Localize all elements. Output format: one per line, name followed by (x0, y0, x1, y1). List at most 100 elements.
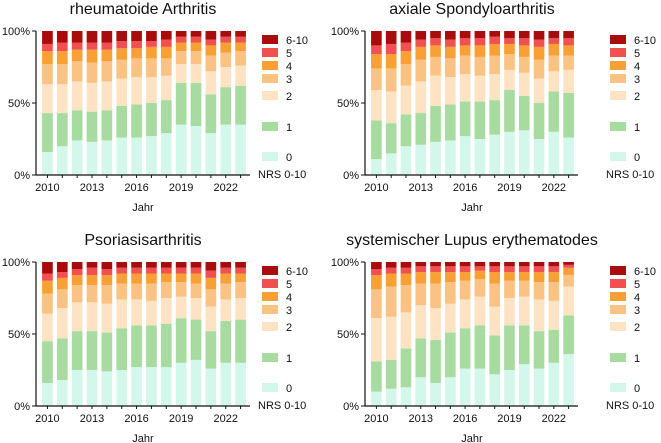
bar-segment-2012-5 (400, 267, 412, 274)
bar-segment-2022-1 (220, 87, 232, 125)
bar-segment-2014-0 (101, 140, 113, 175)
bar-segment-2012-3 (71, 285, 83, 303)
bar-segment-2020-5 (190, 36, 202, 43)
bar-segment-2020-6-10 (190, 262, 202, 268)
bar-segment-2016-3 (459, 55, 471, 75)
bar-segment-2014-4 (430, 45, 441, 57)
bar-segment-2018-3 (489, 283, 501, 307)
bar-segment-2021-0 (205, 368, 217, 406)
bar-segment-2012-2 (71, 302, 83, 332)
bar-segment-2018-1 (160, 100, 172, 134)
bar-segment-2020-4 (190, 42, 202, 52)
bar-segment-2012-5 (71, 42, 83, 50)
y-tick-label: 100% (2, 26, 30, 38)
bar-segment-2021-5 (205, 270, 217, 278)
bar-segment-2013-3 (86, 62, 98, 83)
bar-segment-2021-0 (533, 139, 545, 175)
bar-segment-2021-4 (205, 45, 217, 56)
bar-segment-2018-4 (160, 46, 172, 59)
bar-segment-2023-0 (235, 362, 246, 406)
y-tick-label: 0% (343, 170, 359, 182)
bar-segment-2023-6-10 (563, 262, 574, 265)
legend-swatch (262, 74, 278, 83)
bar-segment-2015-5 (445, 39, 456, 47)
bar-segment-2016-4 (459, 45, 471, 56)
bar-segment-2016-3 (131, 283, 142, 300)
x-tick-label: 2022 (542, 413, 566, 425)
legend-swatch (610, 305, 626, 314)
bar-segment-2017-4 (146, 46, 157, 59)
bar-segment-2011-4 (56, 277, 68, 290)
bar-segment-2020-2 (190, 64, 202, 83)
legend-swatch (610, 48, 626, 57)
bar-segment-2016-3 (131, 58, 142, 78)
bar-segment-2010-3 (371, 289, 382, 319)
bar-segment-2011-6-10 (385, 31, 397, 44)
bar-segment-2019-4 (504, 43, 515, 55)
bar-segment-2018-2 (489, 306, 501, 336)
x-axis-label: Jahr (461, 202, 483, 214)
bar-segment-2015-4 (116, 273, 128, 284)
bar-segment-2023-4 (235, 42, 246, 52)
bar-segment-2015-0 (116, 137, 128, 175)
bar-segment-2019-0 (175, 124, 187, 175)
bar-segment-2014-4 (430, 272, 441, 284)
bar-segment-2022-6-10 (548, 31, 560, 39)
bar-segment-2023-4 (235, 273, 246, 283)
legend-swatch (610, 91, 626, 100)
bar-segment-2014-5 (430, 266, 441, 273)
legend-label: 2 (286, 91, 292, 103)
bar-segment-2010-6-10 (371, 31, 382, 46)
bar-segment-2019-0 (504, 370, 515, 406)
legend-swatch (610, 122, 626, 131)
bar-segment-2010-4 (42, 51, 53, 65)
bar-segment-2017-0 (474, 139, 486, 175)
bar-segment-2015-5 (116, 41, 128, 49)
bar-segment-2014-0 (101, 371, 113, 406)
bar-segment-2020-5 (518, 266, 530, 273)
bar-segment-2017-6-10 (474, 262, 486, 267)
bar-segment-2018-1 (489, 335, 501, 375)
bar-segment-2018-0 (160, 367, 172, 406)
bar-segment-2021-2 (533, 299, 545, 332)
bar-segment-2014-2 (101, 303, 113, 333)
bar-segment-2013-1 (86, 331, 98, 370)
bar-segment-2019-1 (175, 318, 187, 363)
bar-segment-2016-4 (131, 273, 142, 284)
bar-segment-2017-2 (146, 77, 157, 103)
bar-segment-2014-6-10 (101, 262, 113, 270)
bar-segment-2020-0 (518, 130, 530, 175)
bar-segment-2017-3 (474, 279, 486, 297)
bar-segment-2021-5 (533, 39, 545, 47)
bar-segment-2020-1 (518, 325, 530, 365)
bar-segment-2010-1 (42, 113, 53, 152)
bar-segment-2010-2 (42, 84, 53, 114)
bar-segment-2020-0 (190, 126, 202, 175)
bar-segment-2015-5 (116, 267, 128, 274)
bar-segment-2011-3 (385, 68, 397, 92)
bar-segment-2014-1 (101, 110, 113, 141)
bar-segment-2023-5 (563, 38, 574, 46)
bar-segment-2010-1 (371, 361, 382, 392)
bar-segment-2010-3 (371, 68, 382, 91)
legend-label: 6-10 (286, 266, 308, 278)
x-axis-label: Jahr (132, 202, 154, 214)
legend-label: 3 (286, 305, 292, 317)
y-tick-label: 100% (2, 257, 30, 269)
x-tick-label: 2013 (80, 182, 104, 194)
bar-segment-2013-3 (415, 59, 427, 82)
bar-segment-2010-0 (42, 382, 53, 406)
bar-segment-2020-2 (518, 296, 530, 326)
bar-segment-2020-3 (190, 51, 202, 65)
bar-segment-2022-0 (220, 124, 232, 175)
bar-segment-2015-4 (116, 48, 128, 60)
x-tick-label: 2016 (124, 413, 148, 425)
bar-segment-2015-1 (445, 104, 456, 141)
bar-segment-2012-0 (400, 387, 412, 406)
bar-segment-2015-0 (445, 377, 456, 406)
legend-label: 6-10 (634, 266, 656, 278)
bar-segment-2011-2 (56, 308, 68, 339)
bar-segment-2016-0 (459, 368, 471, 406)
bar-segment-2012-1 (400, 348, 412, 388)
